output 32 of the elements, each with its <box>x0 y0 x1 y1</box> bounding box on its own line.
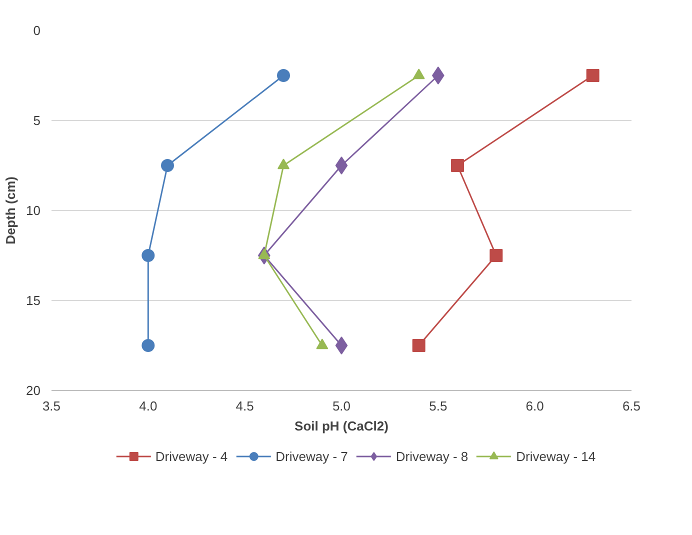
x-tick-label: 5.5 <box>429 398 448 414</box>
y-tick-label: 5 <box>33 113 41 128</box>
point <box>586 69 600 82</box>
x-tick-label: 6.5 <box>622 398 641 414</box>
point <box>142 249 155 262</box>
y-axis-title: Depth (cm) <box>3 176 18 244</box>
x-tick-label: 5.0 <box>332 398 351 414</box>
legend-label: Driveway - 4 <box>155 448 228 464</box>
legend-label: Driveway - 8 <box>396 448 468 464</box>
legend-label: Driveway - 14 <box>516 448 596 464</box>
point <box>412 339 426 352</box>
x-tick-label: 6.0 <box>526 398 544 414</box>
y-tick-label: 10 <box>26 203 41 218</box>
point <box>142 339 155 352</box>
point <box>335 156 348 174</box>
y-tick-label: 20 <box>26 383 41 398</box>
point <box>335 336 348 354</box>
x-tick-label: 4.5 <box>236 398 254 414</box>
point <box>316 338 328 350</box>
x-axis-title: Soil pH (CaCl2) <box>294 418 388 434</box>
point <box>412 68 425 80</box>
legend-label: Driveway - 7 <box>276 448 348 464</box>
point <box>258 248 270 260</box>
x-tick-label: 4.0 <box>139 398 158 414</box>
x-tick-label: 3.5 <box>42 398 61 414</box>
point <box>161 159 174 172</box>
y-tick-label: 0 <box>33 23 41 38</box>
point <box>277 69 290 82</box>
point <box>490 249 503 262</box>
y-tick-label: 15 <box>26 293 41 308</box>
point <box>278 158 290 170</box>
point <box>451 159 464 172</box>
